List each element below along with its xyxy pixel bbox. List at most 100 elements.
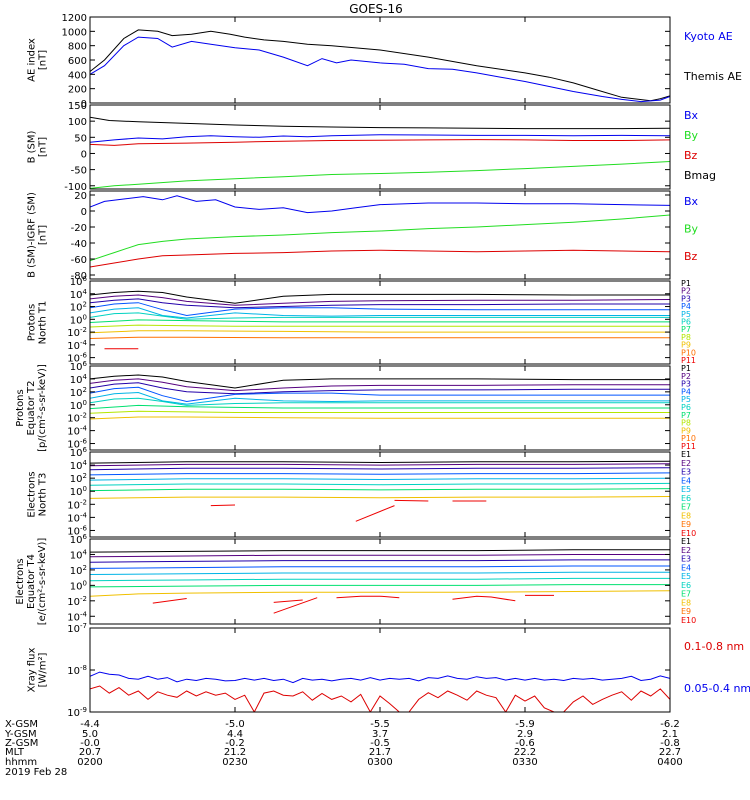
legend-entry: P9 bbox=[681, 341, 691, 350]
legend-entry: E1 bbox=[681, 450, 691, 459]
legend-entry: Themis AE bbox=[683, 70, 742, 83]
series-group bbox=[90, 290, 670, 350]
orbit-value: 0330 bbox=[512, 757, 537, 768]
series-line-9 bbox=[90, 416, 670, 420]
series-line-1 bbox=[90, 29, 670, 102]
y-tick-label: -80 bbox=[71, 271, 87, 282]
series-line-8 bbox=[90, 324, 670, 328]
orbit-value: 2.1 bbox=[662, 729, 678, 740]
y-axis-label: Protons Equator T2 [p/(cm²-s-sr-keV)] bbox=[15, 364, 48, 452]
series-line-12 bbox=[336, 595, 400, 599]
y-axis-label: AE index [nT] bbox=[27, 38, 49, 82]
legend-entry: Bz bbox=[684, 250, 698, 263]
series-line-10 bbox=[90, 336, 670, 339]
orbit-value: 4.4 bbox=[227, 729, 243, 740]
legend-entry: P5 bbox=[681, 395, 691, 404]
y-label-line: [W/m²] bbox=[38, 652, 49, 687]
y-label-line: Equator T4 bbox=[26, 554, 37, 609]
orbit-row-label: MLT bbox=[5, 747, 25, 758]
y-axis-label: Protons North T1 bbox=[27, 301, 49, 345]
y-tick-label: 1200 bbox=[62, 13, 87, 24]
series-line-7 bbox=[90, 584, 670, 588]
series-line-1 bbox=[90, 460, 670, 464]
y-label-line: Electrons bbox=[15, 558, 26, 604]
orbit-value: 21.7 bbox=[369, 747, 391, 758]
orbit-value: 2.9 bbox=[517, 729, 533, 740]
series-line-9 bbox=[152, 598, 187, 604]
series-line-2 bbox=[90, 134, 670, 143]
legend-entry: E10 bbox=[681, 616, 696, 625]
legend-entry: P6 bbox=[681, 403, 691, 412]
y-tick-label: 600 bbox=[68, 56, 87, 67]
orbit-value: 0300 bbox=[367, 757, 392, 768]
panel-1: 0 200 400 600 800 1000 1200 AE index [nT] Kyoto A… bbox=[27, 13, 742, 110]
series-line-4 bbox=[90, 472, 670, 476]
legend-entry: P10 bbox=[681, 434, 696, 443]
orbit-row-label: Y-GSM bbox=[4, 729, 37, 740]
series-line-10 bbox=[273, 597, 318, 614]
orbit-row-label: hhmm bbox=[5, 757, 37, 768]
legend-entry: P8 bbox=[681, 333, 691, 342]
y-label-line: North T1 bbox=[38, 301, 49, 345]
legend: 0.1-0.8 nm 0.05-0.4 nm bbox=[684, 640, 750, 695]
legend-entry: E4 bbox=[681, 563, 691, 572]
y-axis-label: Xray flux [W/m²] bbox=[27, 648, 49, 693]
y-label-line: Electrons bbox=[27, 471, 38, 517]
y-tick-label: 100 bbox=[68, 117, 87, 128]
series-line-7 bbox=[90, 488, 670, 492]
series-line-3 bbox=[90, 559, 670, 563]
series-line-2 bbox=[90, 214, 670, 262]
y-tick-label: 0 bbox=[81, 149, 87, 160]
legend-entry: E8 bbox=[681, 598, 691, 607]
series-line-10 bbox=[355, 505, 395, 522]
series-line-6 bbox=[90, 397, 670, 406]
series-group bbox=[90, 116, 670, 189]
orbit-value: -5.0 bbox=[225, 719, 245, 730]
series-line-1 bbox=[90, 549, 670, 553]
y-label-line: B (SM)-IGRF (SM) bbox=[27, 192, 38, 278]
y-tick-label: 1000 bbox=[62, 27, 87, 38]
series-line-13 bbox=[452, 595, 516, 602]
y-tick-label: 400 bbox=[68, 70, 87, 81]
orbit-value: -5.5 bbox=[370, 719, 390, 730]
series-line-4 bbox=[90, 386, 670, 403]
legend-entry: E6 bbox=[681, 581, 691, 590]
y-label-line: [nT] bbox=[38, 225, 49, 245]
legend-entry: E9 bbox=[681, 607, 691, 616]
legend-entry: E2 bbox=[681, 546, 691, 555]
series-line-2 bbox=[90, 554, 670, 558]
series-line-4 bbox=[90, 161, 670, 189]
series-line-3 bbox=[90, 298, 670, 309]
series-line-8 bbox=[90, 590, 670, 597]
legend-entry: E5 bbox=[681, 485, 691, 494]
series-line-3 bbox=[90, 382, 670, 395]
legend-entry: By bbox=[684, 129, 699, 142]
series-line-1 bbox=[90, 195, 670, 214]
series-line-8 bbox=[90, 496, 670, 499]
orbit-value: 0230 bbox=[222, 757, 247, 768]
legend-entry: E5 bbox=[681, 572, 691, 581]
legend-entry: P5 bbox=[681, 310, 691, 319]
orbit-value: -0.5 bbox=[370, 738, 390, 749]
orbit-value: 22.7 bbox=[659, 747, 681, 758]
orbit-row-label: Z-GSM bbox=[5, 738, 38, 749]
legend-entry: P3 bbox=[681, 294, 691, 303]
series-line-5 bbox=[90, 571, 670, 575]
series-line-6 bbox=[90, 577, 670, 582]
y-label-line: [nT] bbox=[38, 50, 49, 70]
legend-entry: E8 bbox=[681, 511, 691, 520]
series-line-2 bbox=[90, 378, 670, 392]
y-axis-label: Electrons North T3 bbox=[27, 471, 49, 517]
y-label-line: B (SM) bbox=[27, 130, 38, 163]
y-tick-label: -50 bbox=[71, 166, 87, 177]
legend-entry: P11 bbox=[681, 356, 696, 365]
series-group bbox=[90, 549, 670, 614]
y-label-line: AE index bbox=[27, 38, 38, 82]
